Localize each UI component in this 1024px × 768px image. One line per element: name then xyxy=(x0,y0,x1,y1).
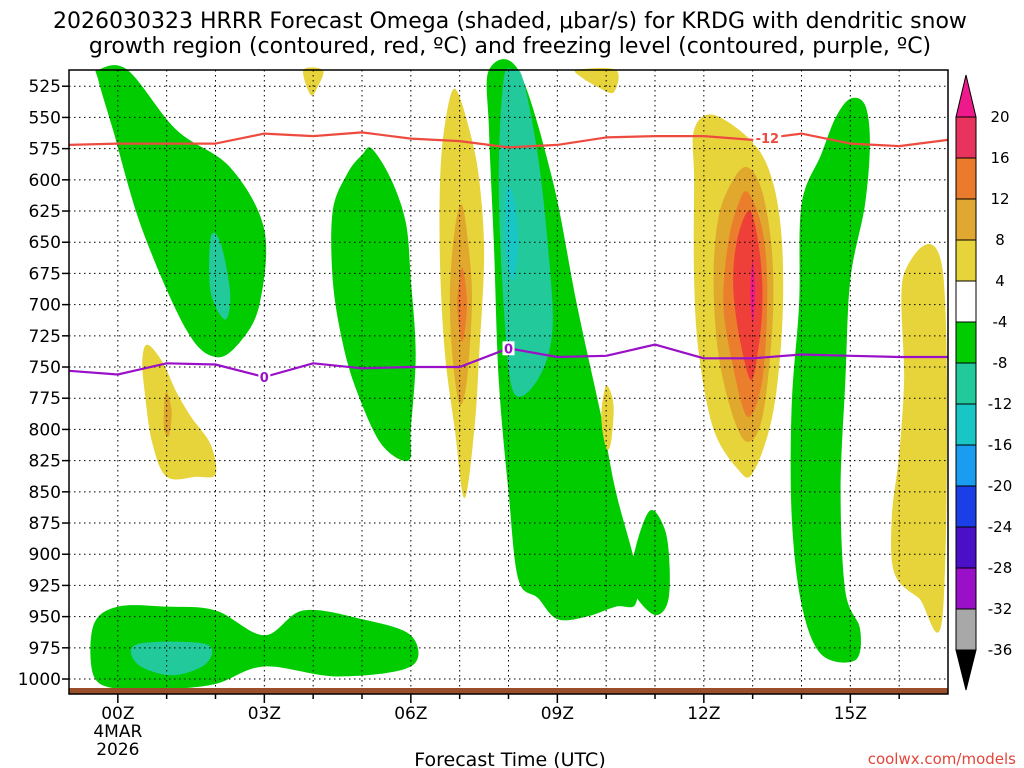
omega-region-plus4-23 xyxy=(574,68,619,94)
colorbar-bin-8 xyxy=(955,444,977,487)
colorbar-label--20: -20 xyxy=(988,477,1013,495)
y-tick-label-875: 875 xyxy=(29,514,61,534)
colorbar-top-arrow xyxy=(955,74,977,118)
y-tick-label-750: 750 xyxy=(29,358,61,378)
x-tick-label-15Z: 15Z xyxy=(834,704,867,724)
y-tick-label-975: 975 xyxy=(29,639,61,659)
colorbar-bottom-arrow xyxy=(955,649,977,691)
dgz-contour-label-0: -12 xyxy=(756,132,780,147)
colorbar-label-20: 20 xyxy=(990,108,1009,126)
colorbar-bin-7 xyxy=(955,403,977,446)
chart-title-line2: growth region (contoured, red, ºC) and f… xyxy=(89,34,931,59)
colorbar-label--16: -16 xyxy=(988,436,1013,454)
omega-region-minus12-10 xyxy=(505,186,519,280)
omega-region-minus4-18 xyxy=(790,97,870,663)
colorbar-label--32: -32 xyxy=(988,600,1013,618)
omega-region-plus8-21 xyxy=(163,391,172,437)
colorbar-bin-4 xyxy=(955,280,977,323)
y-tick-label-675: 675 xyxy=(29,264,61,284)
y-tick-label-725: 725 xyxy=(29,327,61,347)
omega-region-minus8-3 xyxy=(130,641,213,676)
ground-strip xyxy=(69,688,948,694)
y-tick-label-575: 575 xyxy=(29,140,61,160)
y-tick-label-625: 625 xyxy=(29,202,61,222)
y-tick-label-550: 550 xyxy=(29,108,61,128)
colorbar-bin-12 xyxy=(955,608,977,651)
y-tick-label-950: 950 xyxy=(29,608,61,628)
colorbar-bin-1 xyxy=(955,157,977,200)
colorbar-label--28: -28 xyxy=(988,559,1013,577)
dgz-contour-line xyxy=(68,131,949,149)
omega-region-plus20-17 xyxy=(750,260,756,324)
y-tick-label-600: 600 xyxy=(29,171,61,191)
x-tick-label-00Z: 00Z xyxy=(101,704,134,724)
colorbar-label--24: -24 xyxy=(988,518,1013,536)
y-tick-label-900: 900 xyxy=(29,545,61,565)
colorbar-bin-0 xyxy=(955,116,977,159)
freezing-contour-label-bg-0 xyxy=(258,370,271,385)
y-tick-label-850: 850 xyxy=(29,483,61,503)
x-tick-label-09Z: 09Z xyxy=(541,704,574,724)
y-tick-label-525: 525 xyxy=(29,77,61,97)
contours: -12 0 0 xyxy=(68,131,949,386)
colorbar: 20 16 12 8 4 -4 -8 -12 -16 -20 -24 -28 -32 -36 xyxy=(955,74,1013,691)
credit-text: coolwx.com/models xyxy=(868,750,1016,768)
colorbar-bin-6 xyxy=(955,362,977,405)
y-tick-label-800: 800 xyxy=(29,420,61,440)
grid-lines xyxy=(69,70,948,694)
omega-region-plus4-12 xyxy=(601,385,614,450)
colorbar-bin-9 xyxy=(955,485,977,528)
colorbar-label--4: -4 xyxy=(993,313,1008,331)
y-axis-pressure: 525 550 575 600 625 650 675 700 725 750 775 800 825 8… xyxy=(18,77,69,690)
x-tick-date: 4MAR xyxy=(93,722,142,742)
y-tick-label-825: 825 xyxy=(29,452,61,472)
colorbar-label--8: -8 xyxy=(993,354,1008,372)
y-tick-label-650: 650 xyxy=(29,233,61,253)
freezing-contour-label-0: 0 xyxy=(260,371,269,386)
x-axis-title: Forecast Time (UTC) xyxy=(414,749,605,768)
omega-region-minus4-4 xyxy=(331,147,416,462)
omega-region-plus4-20 xyxy=(142,344,217,480)
freezing-contour-label-1: 0 xyxy=(504,342,513,357)
colorbar-label-16: 16 xyxy=(990,149,1009,167)
colorbar-label-12: 12 xyxy=(990,190,1009,208)
colorbar-label-8: 8 xyxy=(995,231,1005,249)
colorbar-bin-11 xyxy=(955,567,977,610)
omega-region-minus8-1 xyxy=(209,232,231,320)
x-tick-label-12Z: 12Z xyxy=(687,704,720,724)
y-tick-label-925: 925 xyxy=(29,576,61,596)
colorbar-bin-3 xyxy=(955,239,977,282)
colorbar-bin-2 xyxy=(955,198,977,241)
colorbar-bin-5 xyxy=(955,321,977,364)
colorbar-label-4: 4 xyxy=(995,272,1005,290)
y-tick-label-700: 700 xyxy=(29,296,61,316)
colorbar-bin-10 xyxy=(955,526,977,569)
omega-region-minus4-11 xyxy=(629,510,670,616)
x-tick-label-06Z: 06Z xyxy=(394,704,427,724)
dgz-contour-label-bg-0 xyxy=(753,131,782,146)
omega-region-plus4-19 xyxy=(891,244,948,633)
colorbar-label--12: -12 xyxy=(988,395,1013,413)
omega-region-plus16-16 xyxy=(733,210,763,381)
colorbar-label--36: -36 xyxy=(988,641,1013,659)
x-tick-year: 2026 xyxy=(96,740,139,760)
y-tick-label-1000: 1000 xyxy=(18,670,61,690)
freezing-contour-label-bg-1 xyxy=(502,341,515,356)
chart-title-line1: 2026030323 HRRR Forecast Omega (shaded, … xyxy=(53,9,967,34)
omega-region-minus8-9 xyxy=(498,68,553,397)
y-tick-label-775: 775 xyxy=(29,389,61,409)
x-tick-label-03Z: 03Z xyxy=(248,704,281,724)
